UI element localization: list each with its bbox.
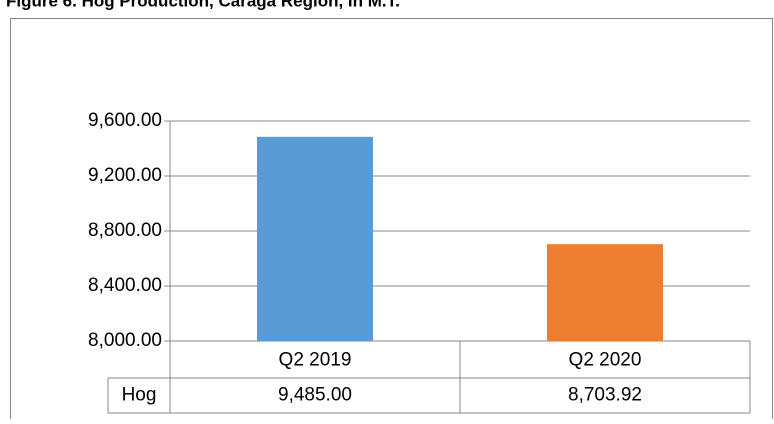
y-tick-label: 9,600.00 (88, 110, 162, 131)
y-tick-label: 9,200.00 (88, 165, 162, 186)
table-value: 8,703.92 (568, 385, 642, 406)
table-value: 9,485.00 (278, 385, 352, 406)
chart-title: Figure 6. Hog Production, Caraga Region,… (6, 0, 400, 10)
legend-label: Hog (122, 385, 157, 406)
x-tick-label: Q2 2020 (569, 350, 642, 371)
y-tick-label: 8,000.00 (88, 330, 162, 351)
y-tick-label: 8,800.00 (88, 220, 162, 241)
bar (257, 136, 373, 341)
chart-border (10, 18, 773, 424)
bar (547, 244, 663, 341)
x-tick-label: Q2 2019 (279, 350, 352, 371)
y-tick-label: 8,400.00 (88, 275, 162, 296)
